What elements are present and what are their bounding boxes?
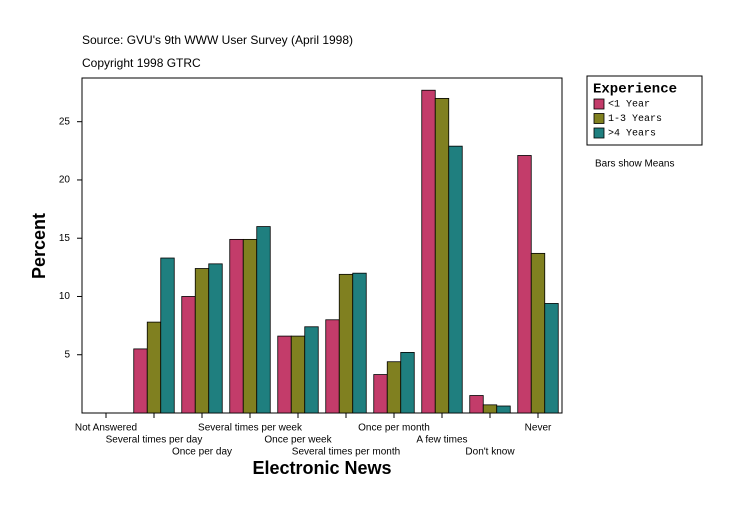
x-tick-label: Several times per day: [106, 435, 203, 446]
bar: [448, 145, 463, 414]
bar: [338, 273, 354, 414]
bar: [482, 404, 498, 414]
bar: [133, 348, 148, 414]
bar: [352, 272, 367, 414]
x-tick-label: Once per month: [358, 423, 430, 434]
bar: [181, 296, 196, 414]
bar: [160, 257, 175, 414]
bar: [517, 155, 532, 414]
x-axis-label: Electronic News: [252, 458, 391, 478]
plot-frame: [81, 77, 563, 414]
y-tick-label: 15: [59, 233, 71, 244]
legend-label: 1-3 Years: [608, 114, 662, 125]
bar: [421, 89, 436, 414]
bar: [496, 405, 511, 414]
bar: [256, 226, 271, 414]
bar: [277, 335, 292, 414]
x-tick-label: Several times per month: [292, 447, 400, 458]
bar: [304, 326, 319, 414]
y-tick-label: 10: [59, 291, 71, 302]
legend-title: Experience: [593, 82, 677, 98]
bar: [400, 352, 415, 414]
y-tick-label: 25: [59, 116, 71, 127]
bar: [146, 321, 162, 414]
bar: [373, 374, 388, 414]
x-tick-label: Don't know: [465, 447, 515, 458]
bar: [544, 303, 559, 414]
legend-label: >4 Years: [608, 129, 656, 140]
bar: [325, 319, 340, 414]
chart-title: Source: GVU's 9th WWW User Survey (April…: [82, 33, 353, 47]
bar: [386, 361, 402, 414]
bar: [290, 335, 306, 414]
bar: [208, 263, 223, 414]
bar: [530, 252, 546, 414]
bar: [434, 97, 450, 414]
x-tick-label: Never: [525, 423, 552, 434]
bar: [194, 268, 210, 414]
bar: [469, 395, 484, 414]
legend-swatch: [593, 113, 605, 124]
x-tick-label: Several times per week: [198, 423, 303, 434]
legend-box: [586, 75, 703, 146]
bar: [242, 238, 258, 414]
bar: [229, 238, 244, 414]
x-tick-label: Once per day: [172, 447, 232, 458]
y-axis-label: Percent: [29, 213, 49, 279]
y-tick-label: 5: [64, 349, 70, 360]
legend-swatch: [593, 127, 605, 139]
x-tick-label: A few times: [416, 435, 467, 446]
y-tick-label: 20: [59, 175, 71, 186]
chart-subtitle: Copyright 1998 GTRC: [82, 56, 201, 70]
x-tick-label: Not Answered: [75, 423, 137, 434]
legend-swatch: [593, 98, 605, 110]
note: Bars show Means: [595, 159, 674, 170]
x-tick-label: Once per week: [264, 435, 332, 446]
legend-label: <1 Year: [608, 100, 650, 111]
